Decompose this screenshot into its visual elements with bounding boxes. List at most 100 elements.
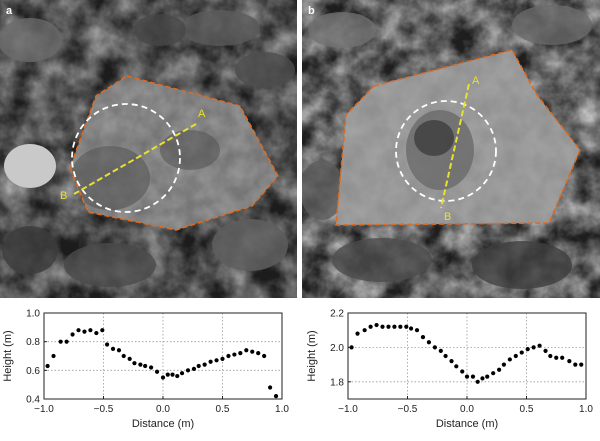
data-point — [491, 371, 496, 376]
data-point — [214, 358, 219, 363]
data-point — [560, 355, 565, 360]
data-point — [143, 363, 148, 369]
data-point — [480, 376, 485, 381]
data-point — [579, 362, 584, 367]
y-tick-labels-b: 1.8 2.0 2.2 — [330, 309, 344, 389]
data-point — [268, 385, 273, 390]
data-point — [420, 334, 426, 340]
data-point — [548, 353, 553, 359]
x-tick-label: −0.5 — [94, 404, 114, 415]
data-point — [460, 369, 465, 374]
data-point — [554, 355, 559, 360]
y-tick-label: 0.8 — [26, 337, 40, 348]
data-point — [475, 379, 480, 384]
x-axis-label: Distance (m) — [132, 418, 194, 430]
data-point — [414, 328, 420, 333]
data-point — [238, 351, 243, 356]
x-tick-label: −1.0 — [34, 404, 54, 415]
data-point — [368, 324, 373, 329]
data-point — [519, 350, 524, 355]
y-axis-label: Height (m) — [306, 330, 318, 381]
data-point — [220, 356, 225, 361]
data-point — [507, 357, 512, 362]
data-point — [404, 324, 409, 329]
point-a-label: A — [198, 108, 206, 120]
data-point — [179, 371, 185, 376]
x-tick-label: 0.5 — [216, 404, 230, 415]
data-point — [165, 372, 170, 377]
data-point — [110, 346, 116, 351]
data-point — [432, 345, 437, 350]
data-point — [454, 364, 459, 369]
data-points-a — [45, 328, 279, 399]
x-tick-label: 0.0 — [460, 404, 474, 415]
data-point — [408, 326, 414, 331]
profile-line-a — [73, 123, 197, 195]
x-tick-label: −0.5 — [398, 404, 418, 415]
crater-circle-a — [71, 103, 181, 213]
data-point — [262, 353, 267, 359]
point-a-label: A — [472, 75, 480, 87]
data-point — [273, 394, 279, 399]
crater-circle-b — [395, 100, 497, 202]
data-point — [160, 375, 166, 380]
grid-a — [44, 313, 282, 399]
data-point — [449, 359, 454, 364]
data-point — [256, 351, 261, 356]
y-tick-labels-a: 0.4 0.6 0.8 1.0 — [26, 309, 40, 406]
data-point — [386, 324, 391, 329]
data-point — [470, 374, 476, 379]
data-point — [175, 373, 180, 379]
data-point — [497, 367, 502, 372]
image-panel-b: A B b — [302, 0, 600, 298]
boulder-outline-b — [335, 49, 581, 226]
data-point — [64, 339, 69, 344]
boulder-image-a: A B a — [0, 0, 297, 298]
point-b-label: B — [444, 211, 451, 223]
data-point — [392, 324, 397, 329]
data-point — [232, 352, 237, 357]
data-point — [149, 365, 154, 370]
data-point — [88, 328, 93, 333]
data-point — [58, 339, 63, 344]
data-point — [116, 348, 122, 353]
data-point — [374, 322, 379, 328]
data-point — [250, 349, 255, 354]
data-points-b — [349, 322, 584, 384]
boulder-image-b: A B b — [302, 0, 600, 298]
y-tick-label: 1.0 — [26, 309, 40, 320]
data-point — [531, 345, 536, 350]
data-point — [138, 362, 143, 367]
x-tick-label: −1.0 — [338, 404, 358, 415]
data-point — [170, 372, 175, 377]
data-point — [362, 328, 367, 333]
data-point — [208, 359, 213, 364]
data-point — [70, 332, 75, 337]
x-tick-label: 0.5 — [520, 404, 534, 415]
data-point — [185, 368, 191, 373]
y-tick-label: 0.4 — [26, 395, 40, 406]
data-point — [132, 361, 137, 366]
data-point — [244, 348, 249, 353]
x-tick-labels-a: −1.0 −0.5 0.0 0.5 1.0 — [34, 404, 289, 415]
y-tick-label: 0.6 — [26, 366, 40, 377]
data-point — [202, 362, 207, 367]
y-tick-label: 2.2 — [330, 309, 344, 320]
data-point — [438, 348, 443, 353]
image-panel-a: A B a — [0, 0, 297, 298]
data-point — [76, 328, 81, 333]
x-tick-label: 1.0 — [275, 404, 289, 415]
data-point — [485, 374, 490, 379]
data-point — [94, 330, 99, 336]
x-tick-label: 0.0 — [156, 404, 170, 415]
data-point — [104, 342, 110, 347]
y-tick-label: 1.8 — [330, 377, 344, 388]
data-point — [537, 343, 542, 348]
data-point — [380, 324, 385, 329]
height-profile-chart-a: −1.0 −0.5 0.0 0.5 1.0 0.4 0.6 0.8 1.0 Distance … — [2, 309, 289, 431]
data-point — [51, 353, 56, 359]
data-point — [349, 345, 354, 350]
data-point — [464, 374, 470, 379]
height-profile-chart-b: −1.0 −0.5 0.0 0.5 1.0 1.8 2.0 2.2 Distance (m)… — [306, 309, 593, 431]
data-point — [543, 348, 548, 353]
